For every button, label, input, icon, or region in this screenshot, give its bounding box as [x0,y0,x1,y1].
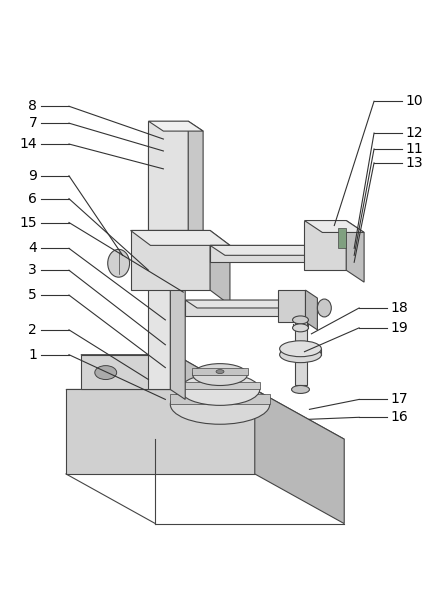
Text: 7: 7 [28,116,37,130]
Polygon shape [306,290,317,330]
Polygon shape [180,381,260,389]
Polygon shape [185,300,302,308]
Ellipse shape [291,386,310,393]
Text: 4: 4 [28,241,37,255]
Polygon shape [210,246,334,255]
Polygon shape [208,389,232,404]
Polygon shape [81,355,175,389]
Polygon shape [338,229,346,248]
Text: 14: 14 [19,137,37,151]
Text: 8: 8 [28,99,37,113]
Ellipse shape [280,341,321,357]
Ellipse shape [317,299,331,317]
Ellipse shape [216,370,224,373]
Text: 6: 6 [28,192,37,206]
Text: 12: 12 [406,126,424,140]
Text: 9: 9 [28,169,37,183]
Polygon shape [131,230,230,246]
Text: 16: 16 [391,411,409,424]
Ellipse shape [280,346,321,363]
Ellipse shape [180,373,260,405]
Polygon shape [148,121,188,230]
Polygon shape [170,131,185,400]
Polygon shape [304,221,364,232]
Polygon shape [81,355,210,375]
Ellipse shape [292,324,308,332]
Text: 18: 18 [391,301,409,315]
Polygon shape [210,230,230,305]
Ellipse shape [193,364,247,386]
Polygon shape [148,131,170,389]
Text: 5: 5 [28,288,37,302]
Polygon shape [346,221,364,282]
Ellipse shape [108,249,130,277]
Polygon shape [295,320,307,384]
Polygon shape [148,131,185,141]
Text: 15: 15 [19,216,37,230]
Polygon shape [304,221,346,270]
Text: 17: 17 [391,392,408,406]
Text: 3: 3 [28,263,37,277]
Text: 19: 19 [391,321,409,335]
Polygon shape [175,355,210,389]
Polygon shape [210,246,319,262]
Text: 2: 2 [28,323,37,337]
Text: 1: 1 [28,348,37,362]
Ellipse shape [95,365,117,379]
Text: 13: 13 [406,156,424,170]
Polygon shape [170,395,270,404]
Text: 11: 11 [406,142,424,156]
Polygon shape [185,300,290,316]
Polygon shape [188,121,203,240]
Polygon shape [66,389,255,474]
Text: 10: 10 [406,94,424,108]
Ellipse shape [170,384,270,424]
Polygon shape [192,368,248,375]
Polygon shape [66,389,344,439]
Polygon shape [255,389,344,524]
Ellipse shape [292,316,308,324]
Polygon shape [278,290,306,322]
Polygon shape [148,121,203,131]
Polygon shape [131,230,210,290]
